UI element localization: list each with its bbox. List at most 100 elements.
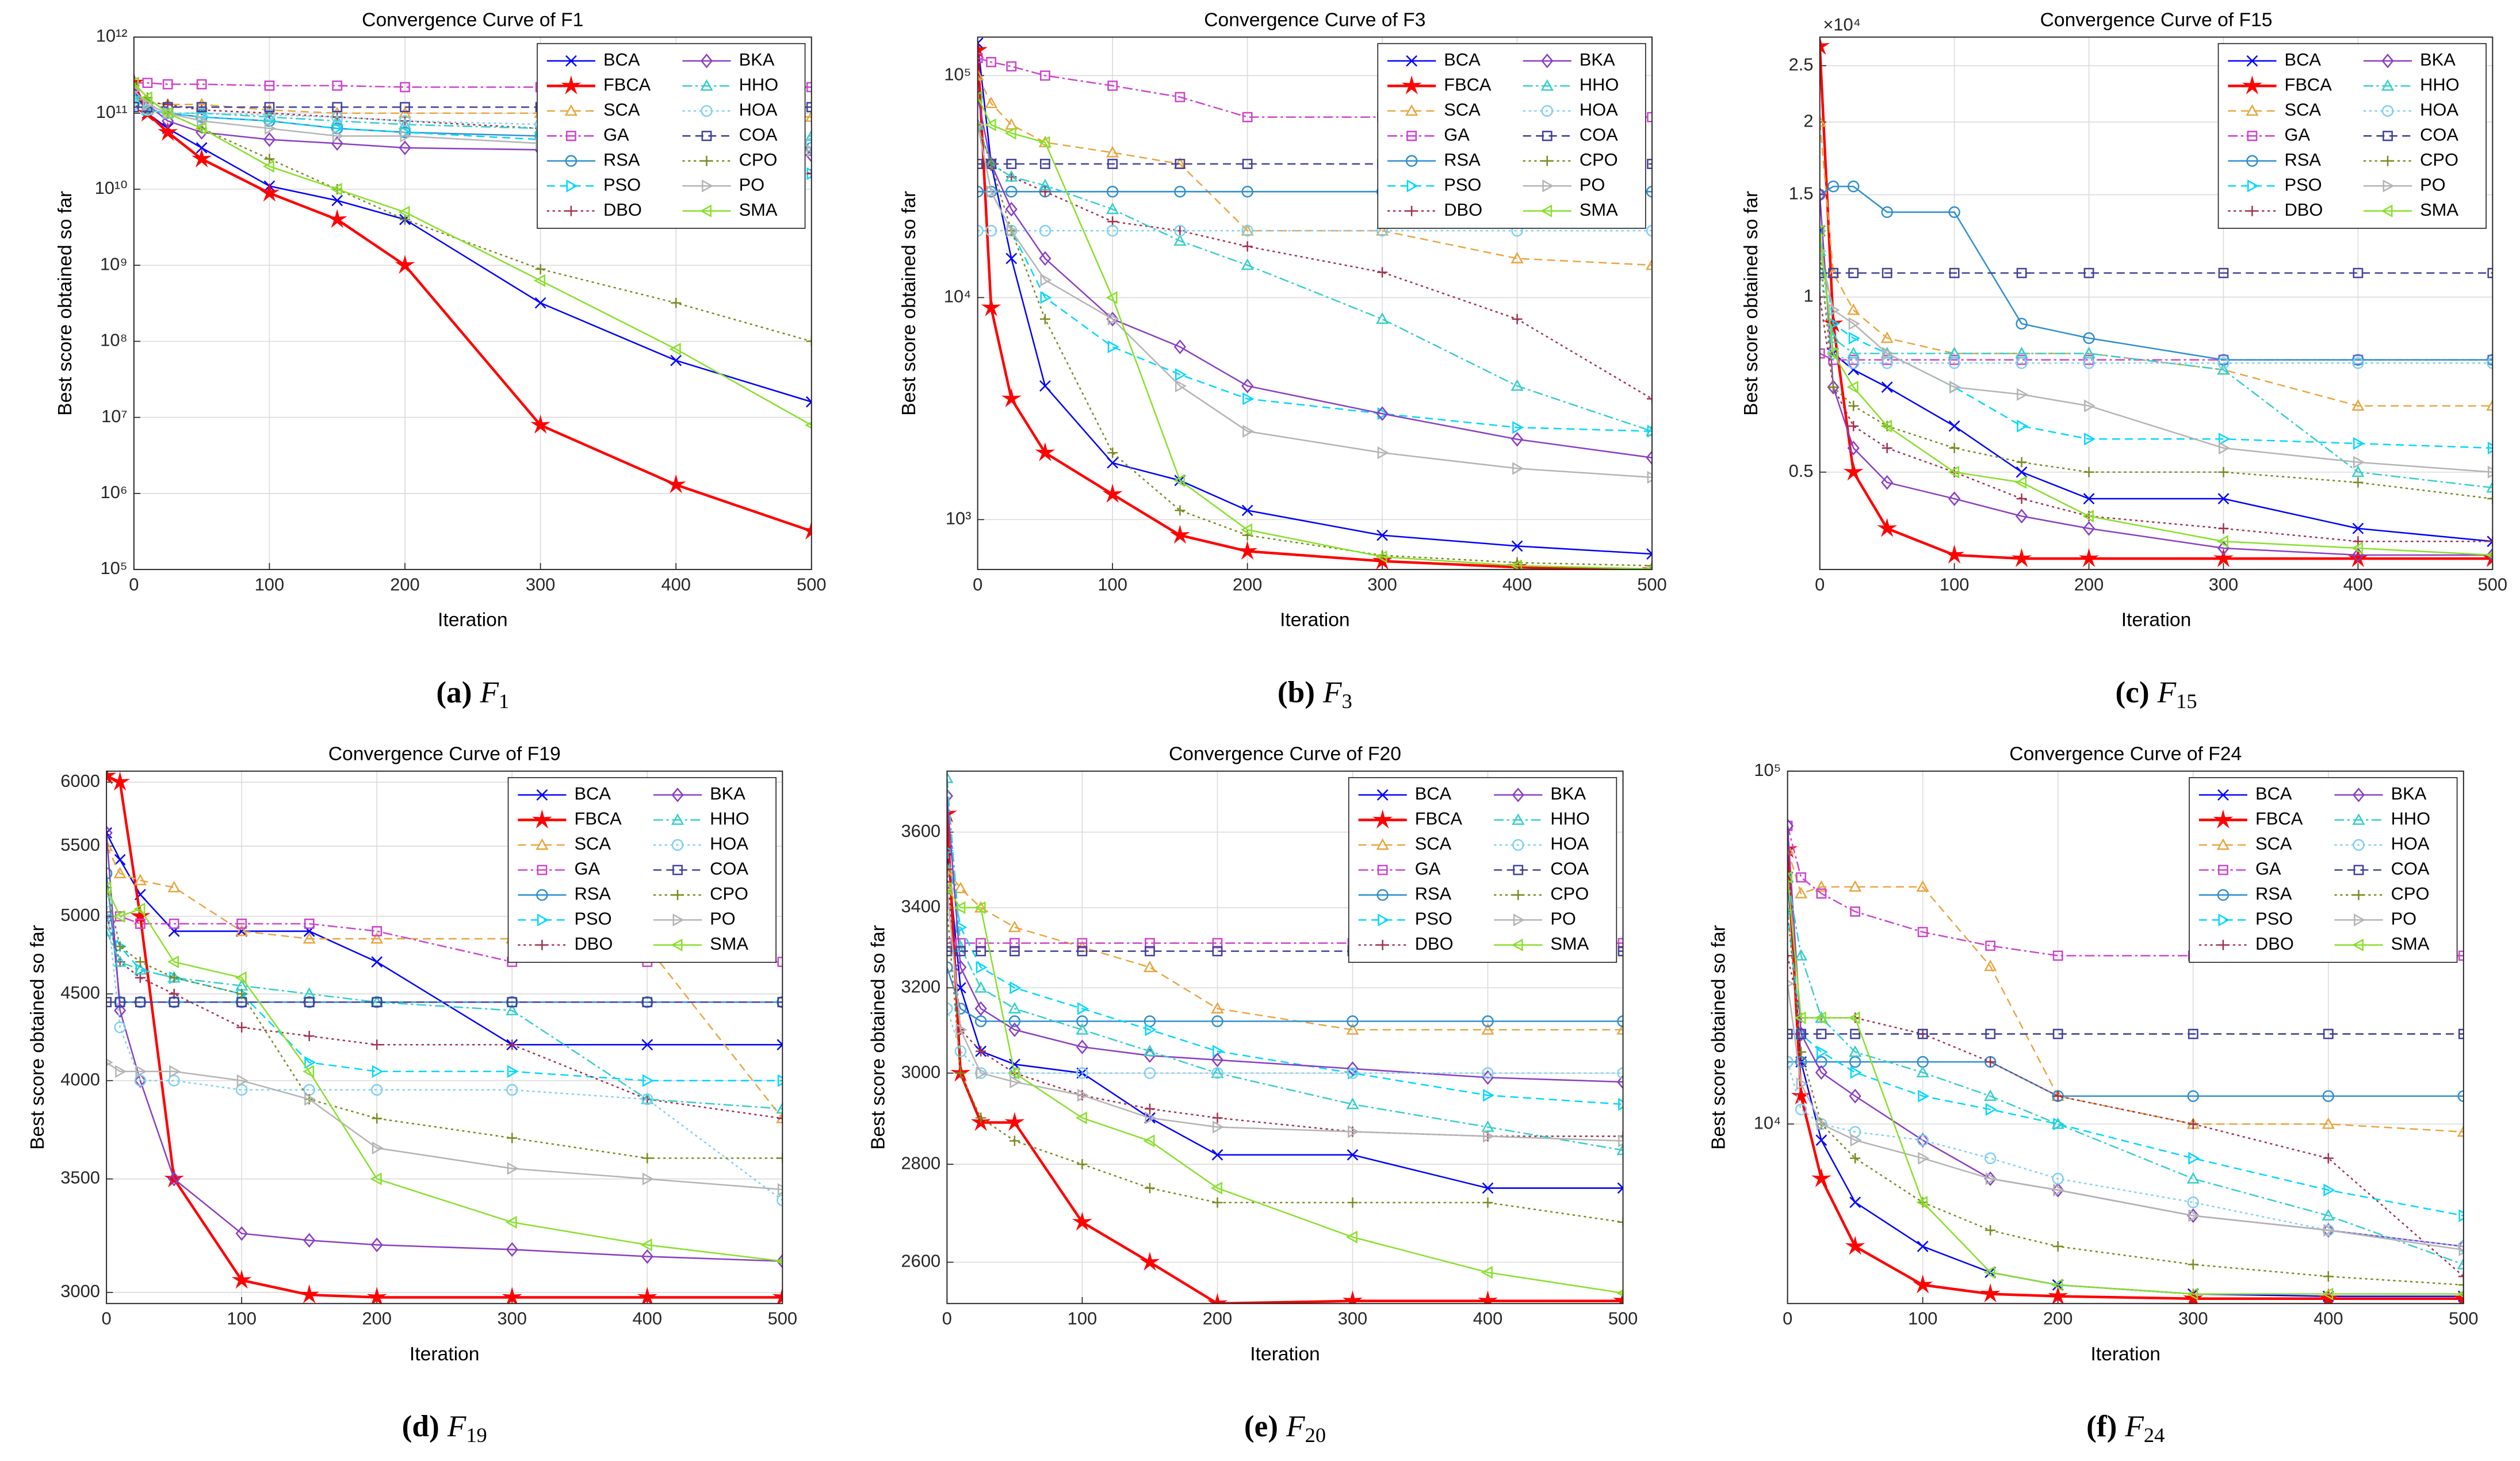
marker [372,997,383,1008]
marker [2052,950,2063,961]
series-line [947,1008,1623,1074]
legend-label: SMA [2391,934,2430,954]
marker [1107,340,1119,354]
legend-label: SMA [710,934,748,954]
caption: (e) F20 [1244,1409,1326,1447]
legend-label: GA [2255,859,2281,879]
marker [642,1153,653,1164]
subplot: 0 100 200 300 400 500 10⁵ 10⁶ 10⁷ 10⁸ 10⁹ 10¹⁰ 10¹¹ 1… [55,9,827,713]
marker [1035,442,1056,462]
marker [2352,354,2364,366]
marker [263,110,276,122]
marker [2015,476,2027,489]
marker [1616,1074,1623,1089]
marker [776,1102,783,1114]
marker [142,78,153,89]
marker [2188,1259,2198,1270]
marker [1145,1111,1157,1125]
marker [1511,431,1524,447]
marker [974,981,988,993]
legend-label: PO [2420,174,2446,194]
marker [977,120,983,130]
marker [1796,872,1807,883]
y-tick-label: 3000 [901,1062,941,1082]
legend-label: SCA [2255,833,2292,854]
marker [1075,1111,1087,1125]
marker [2186,1172,2200,1184]
marker [1540,79,1554,91]
axes-box [133,36,812,571]
legend-label: BCA [1444,49,1481,70]
legend-label: BCA [603,49,640,70]
marker [1482,1182,1494,1194]
marker [133,874,147,886]
series-line [1819,46,2493,560]
marker [947,902,953,913]
caption: (f) F24 [2086,1409,2165,1447]
marker [2053,1183,2065,1197]
marker [1512,421,1524,434]
x-tick-label: 100 [227,1308,256,1328]
marker [1845,1236,1865,1255]
legend-label: DBO [2255,934,2294,954]
marker [672,889,683,900]
caption: (a) F1 [436,675,509,713]
marker [1077,946,1088,957]
marker [1377,267,1388,278]
marker [2458,1243,2464,1257]
marker [1948,465,1960,479]
marker [1038,178,1052,190]
marker [1401,75,1422,95]
marker [1795,1026,1807,1042]
marker [1843,461,1864,481]
y-axis-label: Best score obtained so far [867,925,889,1150]
marker [1983,1265,1995,1279]
x-tick-label: 500 [2449,1308,2478,1328]
series-line [106,887,783,1262]
marker [1377,939,1388,950]
legend-label: COA [2420,124,2458,144]
marker [1144,1103,1155,1114]
marker [398,117,412,129]
marker [2016,357,2028,369]
marker [1039,186,1050,197]
legend-label: COA [739,124,778,144]
marker [1645,258,1653,270]
marker [671,839,684,851]
legend-label: HOA [739,100,778,120]
marker [1009,981,1022,995]
marker [1984,1089,1997,1102]
marker [1241,185,1253,198]
marker [947,946,953,957]
legend-label: SMA [1580,200,1618,220]
marker [2486,548,2493,563]
series-line [947,967,1623,1022]
y-tick-label: 10⁶ [101,482,128,502]
marker [263,132,276,147]
marker [777,997,783,1008]
marker [332,81,343,91]
marker [955,1023,968,1037]
marker [332,129,344,143]
series-layer [947,771,1623,1304]
series-line [1819,231,2493,542]
marker [1617,1217,1623,1227]
marker [2015,508,2028,524]
marker [399,140,411,155]
x-axis-label: Iteration [1250,1344,1320,1365]
marker [2458,1028,2464,1039]
legend-label: CPO [1550,884,1589,904]
marker [2016,466,2028,478]
marker [984,97,998,109]
x-tick-label: 300 [526,574,555,594]
marker [1917,1028,1928,1039]
marker [2458,1271,2464,1282]
caption-label: (e) [1244,1409,1278,1443]
x-tick-label: 0 [1815,574,1825,594]
subplot: 0 100 200 300 400 500 0.5 1 1.5 2 2.5 BCA FBCA SCA GA R… [1741,9,2507,713]
marker [1819,224,1825,238]
marker [777,1074,783,1087]
marker [1646,450,1653,465]
axes-box [1787,770,2464,1305]
marker [506,1242,518,1257]
